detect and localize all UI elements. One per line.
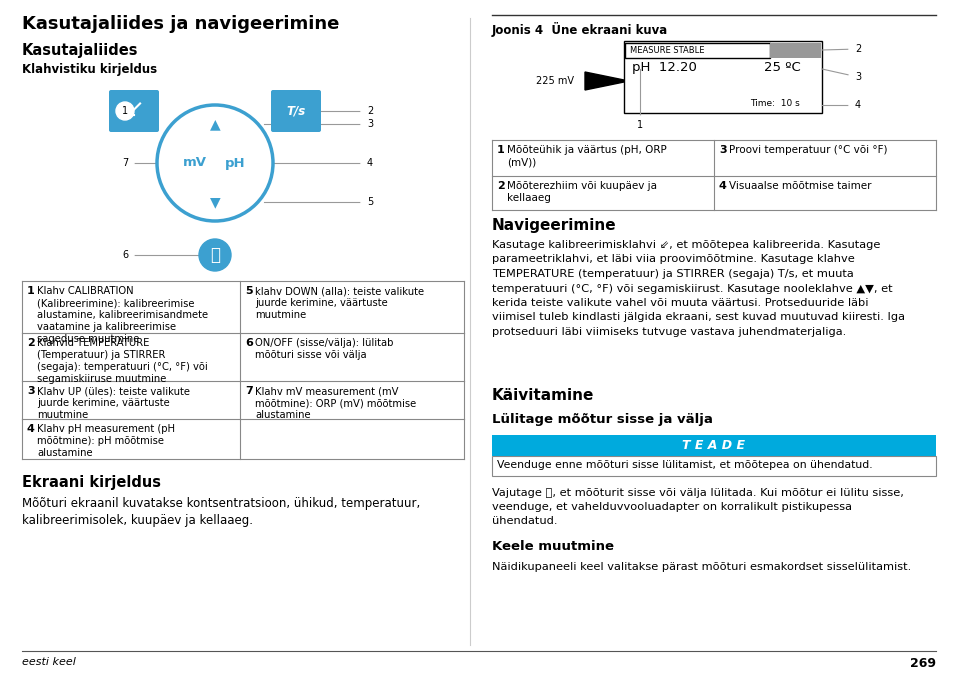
Text: Veenduge enne mõõturi sisse lülitamist, et mõõtepea on ühendatud.: Veenduge enne mõõturi sisse lülitamist, … xyxy=(497,460,872,470)
Bar xyxy=(492,456,935,476)
Text: Kasutajaliides ja navigeerimine: Kasutajaliides ja navigeerimine xyxy=(22,15,339,33)
Text: 2: 2 xyxy=(854,44,861,54)
Text: 1: 1 xyxy=(122,106,128,116)
Text: T/s: T/s xyxy=(286,104,305,118)
Text: veenduge, et vahelduvvooluadapter on korralikult pistikupessa: veenduge, et vahelduvvooluadapter on kor… xyxy=(492,502,851,512)
Text: Visuaalse mõõtmise taimer: Visuaalse mõõtmise taimer xyxy=(728,181,871,191)
Text: mV: mV xyxy=(183,157,207,170)
Text: Klahv mV measurement (mV
mõõtmine): ORP (mV) mõõtmise
alustamine: Klahv mV measurement (mV mõõtmine): ORP … xyxy=(254,386,416,420)
Text: protseduuri läbi viimiseks tutvuge vastava juhendmaterjaliga.: protseduuri läbi viimiseks tutvuge vasta… xyxy=(492,327,845,337)
Bar xyxy=(623,41,821,113)
Text: 2: 2 xyxy=(27,338,34,348)
Circle shape xyxy=(157,105,273,221)
Circle shape xyxy=(848,40,866,58)
Text: Klahvistiku kirjeldus: Klahvistiku kirjeldus xyxy=(22,63,157,76)
Text: Joonis 4  Üne ekraani kuva: Joonis 4 Üne ekraani kuva xyxy=(492,22,667,37)
Circle shape xyxy=(360,115,378,133)
Circle shape xyxy=(848,96,866,114)
Text: TEMPERATURE (temperatuur) ja STIRRER (segaja) T/s, et muuta: TEMPERATURE (temperatuur) ja STIRRER (se… xyxy=(492,269,853,279)
Text: Klahv UP (üles): teiste valikute
juurde kerimine, väärtuste
muutmine: Klahv UP (üles): teiste valikute juurde … xyxy=(37,386,190,420)
Text: Klahv pH measurement (pH
mõõtmine): pH mõõtmise
alustamine: Klahv pH measurement (pH mõõtmine): pH m… xyxy=(37,424,174,458)
Text: 3: 3 xyxy=(854,72,861,82)
Circle shape xyxy=(524,51,584,111)
Text: 3: 3 xyxy=(27,386,34,396)
Text: Proovi temperatuur (°C või °F): Proovi temperatuur (°C või °F) xyxy=(728,145,886,155)
Text: Mõõterezhiim või kuupäev ja
kellaaeg: Mõõterezhiim või kuupäev ja kellaaeg xyxy=(506,181,657,203)
Polygon shape xyxy=(584,72,623,90)
Text: pH: pH xyxy=(225,157,245,170)
Text: pH  12.20: pH 12.20 xyxy=(631,61,696,74)
Text: parameetriklahvi, et läbi viia proovimõõtmine. Kasutage klahve: parameetriklahvi, et läbi viia proovimõõ… xyxy=(492,254,854,264)
Text: 3: 3 xyxy=(719,145,726,155)
Bar xyxy=(769,43,821,58)
Circle shape xyxy=(199,239,231,271)
Text: Navigeerimine: Navigeerimine xyxy=(492,218,616,233)
Text: Time:  10 s: Time: 10 s xyxy=(749,99,799,108)
Text: Keele muutmine: Keele muutmine xyxy=(492,540,614,553)
FancyBboxPatch shape xyxy=(109,90,159,132)
Text: Mõõturi ekraanil kuvatakse kontsentratsioon, ühikud, temperatuur,
kalibreerimiso: Mõõturi ekraanil kuvatakse kontsentratsi… xyxy=(22,497,420,527)
Text: viimisel tuleb kindlasti jälgida ekraani, sest kuvad muutuvad kiiresti. Iga: viimisel tuleb kindlasti jälgida ekraani… xyxy=(492,312,904,322)
FancyBboxPatch shape xyxy=(271,90,320,132)
Text: 4: 4 xyxy=(27,424,35,434)
Text: Lülitage mõõtur sisse ja välja: Lülitage mõõtur sisse ja välja xyxy=(492,413,712,426)
Circle shape xyxy=(360,193,378,211)
Text: Klahvid TEMPERATURE
(Temperatuur) ja STIRRER
(segaja): temperatuuri (°C, °F) või: Klahvid TEMPERATURE (Temperatuur) ja STI… xyxy=(37,338,208,384)
Bar xyxy=(624,43,769,58)
Text: 4: 4 xyxy=(854,100,861,110)
Text: Klahv CALIBRATION
(Kalibreerimine): kalibreerimise
alustamine, kalibreerimisandm: Klahv CALIBRATION (Kalibreerimine): kali… xyxy=(37,286,208,344)
Text: 3: 3 xyxy=(367,119,373,129)
Circle shape xyxy=(848,68,866,86)
Text: 4: 4 xyxy=(719,181,726,191)
Text: ▲: ▲ xyxy=(210,117,220,131)
Text: klahv DOWN (alla): teiste valikute
juurde kerimine, väärtuste
muutmine: klahv DOWN (alla): teiste valikute juurd… xyxy=(254,286,424,320)
Text: ↙: ↙ xyxy=(123,99,144,123)
Text: Kasutajaliides: Kasutajaliides xyxy=(22,43,138,58)
Text: Käivitamine: Käivitamine xyxy=(492,388,594,403)
Text: 1: 1 xyxy=(637,120,642,130)
Text: 2: 2 xyxy=(367,106,373,116)
Text: Ekraani kirjeldus: Ekraani kirjeldus xyxy=(22,475,161,490)
Text: 269: 269 xyxy=(909,657,935,670)
Text: ▼: ▼ xyxy=(210,195,220,209)
Text: 5: 5 xyxy=(367,197,373,207)
Text: 1: 1 xyxy=(27,286,34,296)
Circle shape xyxy=(630,116,648,134)
Circle shape xyxy=(360,102,378,120)
Text: Näidikupaneeli keel valitakse pärast mõõturi esmakordset sisselülitamist.: Näidikupaneeli keel valitakse pärast mõõ… xyxy=(492,562,910,572)
Text: 6: 6 xyxy=(245,338,253,348)
Text: 6: 6 xyxy=(122,250,128,260)
Text: ON/OFF (sisse/välja): lülitab
mõõturi sisse või välja: ON/OFF (sisse/välja): lülitab mõõturi si… xyxy=(254,338,393,360)
Circle shape xyxy=(116,102,133,120)
Text: 2: 2 xyxy=(497,181,504,191)
Text: 4: 4 xyxy=(367,158,373,168)
Text: MEASURE STABLE: MEASURE STABLE xyxy=(629,46,703,55)
Text: 7: 7 xyxy=(122,158,128,168)
Text: temperatuuri (°C, °F) või segamiskiirust. Kasutage nooleklahve ▲▼, et: temperatuuri (°C, °F) või segamiskiirust… xyxy=(492,283,892,293)
Bar xyxy=(492,435,935,456)
Text: 225 mV: 225 mV xyxy=(536,76,574,86)
Text: kerida teiste valikute vahel või muuta väärtusi. Protseduuride läbi: kerida teiste valikute vahel või muuta v… xyxy=(492,298,867,308)
Text: 25 ºC: 25 ºC xyxy=(763,61,800,74)
Text: 1: 1 xyxy=(497,145,504,155)
Circle shape xyxy=(360,154,378,172)
Text: Kasutage kalibreerimisklahvi ⇙, et mõõtepea kalibreerida. Kasutage: Kasutage kalibreerimisklahvi ⇙, et mõõte… xyxy=(492,240,880,250)
Text: ⏻: ⏻ xyxy=(210,246,220,264)
Text: ühendatud.: ühendatud. xyxy=(492,516,557,526)
Circle shape xyxy=(116,246,133,264)
Text: 5: 5 xyxy=(245,286,253,296)
Text: eesti keel: eesti keel xyxy=(22,657,76,667)
Text: 7: 7 xyxy=(245,386,253,396)
Text: T E A D E: T E A D E xyxy=(681,439,744,452)
Circle shape xyxy=(116,154,133,172)
Text: Mõõteühik ja väärtus (pH, ORP
(mV)): Mõõteühik ja väärtus (pH, ORP (mV)) xyxy=(506,145,666,168)
Text: Vajutage ⏻, et mõõturit sisse või välja lülitada. Kui mõõtur ei lülitu sisse,: Vajutage ⏻, et mõõturit sisse või välja … xyxy=(492,488,902,498)
